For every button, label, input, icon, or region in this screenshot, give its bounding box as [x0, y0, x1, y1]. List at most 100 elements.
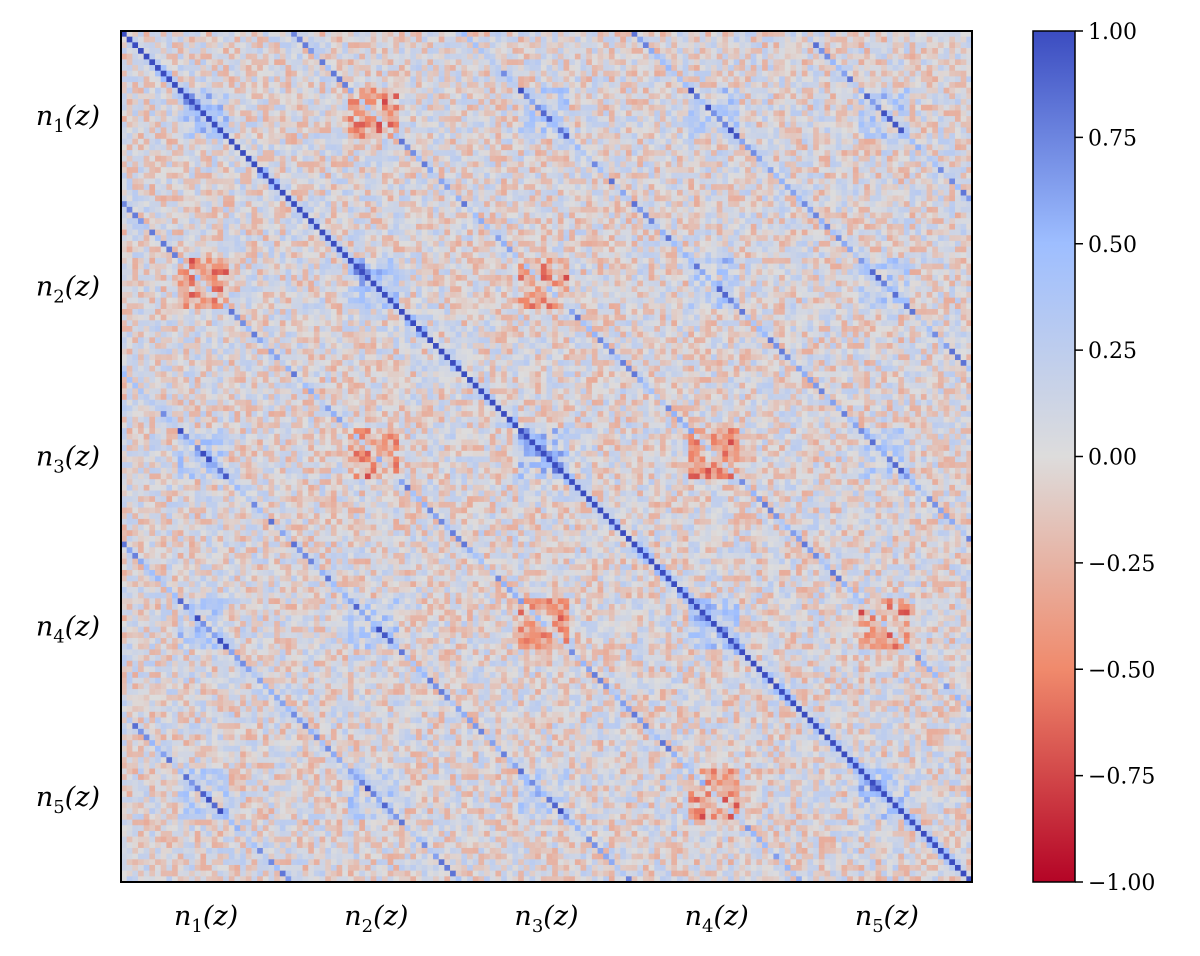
heatmap-cell [574, 53, 581, 60]
heatmap-cell [954, 155, 961, 162]
heatmap-cell [960, 201, 967, 208]
heatmap-cell [960, 161, 967, 168]
heatmap-cell [245, 59, 252, 66]
heatmap-cell [398, 93, 406, 100]
heatmap-cell [325, 70, 332, 77]
heatmap-cell [688, 206, 695, 213]
heatmap-cell [807, 116, 814, 123]
heatmap-cell [478, 99, 485, 106]
heatmap-cell [143, 189, 150, 196]
heatmap-cell [654, 127, 661, 134]
heatmap-cell [262, 65, 269, 72]
heatmap-cell [257, 161, 264, 168]
heatmap-cell [841, 195, 848, 202]
heatmap-cell [932, 99, 939, 106]
heatmap-cell [784, 93, 791, 100]
heatmap-cell [245, 184, 252, 191]
heatmap-cell [869, 116, 876, 123]
heatmap-cell [739, 172, 746, 179]
heatmap-cell [654, 99, 661, 106]
heatmap-cell [189, 218, 196, 225]
heatmap-cell [189, 104, 196, 111]
heatmap-cell [625, 76, 632, 83]
heatmap-cell [501, 110, 508, 117]
heatmap-cell [172, 138, 179, 145]
heatmap-cell [132, 161, 139, 168]
heatmap-cell [903, 36, 910, 43]
heatmap-cell [189, 48, 196, 55]
heatmap-cell [342, 138, 349, 145]
heatmap-cell [291, 206, 298, 213]
heatmap-cell [217, 161, 224, 168]
heatmap-cell [892, 93, 899, 100]
heatmap-cell [381, 212, 388, 219]
heatmap-cell [302, 167, 309, 174]
heatmap-cell [342, 206, 349, 213]
heatmap-cell [852, 138, 859, 145]
heatmap-cell [920, 212, 927, 219]
heatmap-cell [631, 155, 638, 162]
heatmap-cell [126, 212, 133, 219]
heatmap-cell [512, 189, 519, 196]
heatmap-cell [960, 184, 967, 191]
heatmap-cell [529, 70, 536, 77]
heatmap-cell [143, 172, 150, 179]
heatmap-cell [807, 48, 814, 55]
heatmap-cell [858, 121, 865, 128]
heatmap-cell [121, 65, 128, 72]
heatmap-cell [750, 76, 757, 83]
heatmap-cell [813, 82, 820, 89]
heatmap-cell [347, 189, 354, 196]
heatmap-cell [614, 161, 621, 168]
heatmap-cell [784, 167, 791, 174]
heatmap-cell [745, 121, 752, 128]
heatmap-cell [762, 65, 769, 72]
heatmap-cell [381, 104, 388, 111]
heatmap-cell [126, 133, 133, 140]
heatmap-cell [716, 99, 723, 106]
heatmap-cell [285, 104, 292, 111]
heatmap-cell [410, 36, 417, 43]
heatmap-cell [506, 127, 513, 134]
heatmap-cell [818, 150, 825, 157]
heatmap-cell [172, 144, 179, 151]
heatmap-cell [682, 138, 689, 145]
heatmap-cell [881, 178, 888, 185]
heatmap-cell [495, 48, 502, 55]
heatmap-cell [438, 31, 445, 38]
heatmap-cell [274, 53, 281, 60]
heatmap-cell [557, 76, 564, 83]
heatmap-cell [796, 167, 803, 174]
heatmap-cell [903, 138, 910, 145]
heatmap-cell [875, 42, 882, 49]
heatmap-cell [495, 150, 502, 157]
heatmap-cell [563, 65, 570, 72]
heatmap-cell [881, 87, 888, 94]
heatmap-cell [353, 167, 360, 174]
heatmap-cell [189, 206, 196, 213]
heatmap-cell [138, 161, 145, 168]
heatmap-cell [767, 65, 774, 72]
heatmap-cell [671, 138, 678, 145]
heatmap-cell [546, 36, 553, 43]
heatmap-cell [268, 48, 275, 55]
heatmap-cell [682, 127, 689, 134]
heatmap-cell [223, 42, 230, 49]
heatmap-cell [824, 82, 831, 89]
heatmap-cell [444, 155, 451, 162]
heatmap-cell [796, 82, 803, 89]
heatmap-cell [943, 184, 950, 191]
heatmap-cell [319, 48, 326, 55]
heatmap-cell [835, 99, 842, 106]
heatmap-cell [745, 82, 752, 89]
heatmap-cell [773, 104, 780, 111]
heatmap-cell [132, 99, 139, 106]
heatmap-cell [699, 161, 706, 168]
heatmap-cell [245, 201, 252, 208]
heatmap-cell [847, 206, 854, 213]
heatmap-cell [217, 76, 224, 83]
heatmap-cell [506, 172, 513, 179]
heatmap-cell [217, 104, 224, 111]
heatmap-cell [149, 104, 156, 111]
heatmap-cell [138, 127, 145, 134]
